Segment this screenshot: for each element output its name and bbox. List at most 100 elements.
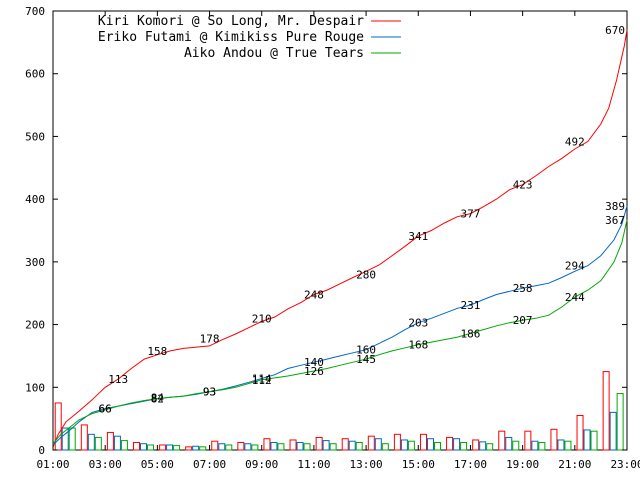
data-label: 93	[203, 386, 216, 399]
hourly-bar-blue	[322, 440, 330, 451]
x-tick-label: 11:00	[297, 458, 330, 471]
hourly-bar-blue	[557, 439, 565, 451]
legend: Kiri Komori @ So Long, Mr. DespairEriko …	[98, 14, 401, 61]
hourly-bars	[54, 371, 624, 451]
series-line-2	[52, 219, 628, 445]
hourly-bar-red	[393, 433, 401, 451]
x-tick-label: 21:00	[558, 458, 591, 471]
data-label: 66	[99, 403, 112, 416]
hourly-bar-blue	[61, 427, 69, 451]
hourly-bar-green	[460, 441, 468, 451]
data-label: 93	[203, 386, 216, 399]
hourly-bar-red	[315, 436, 323, 451]
hourly-bar-red	[446, 436, 454, 451]
hourly-bar-red	[524, 430, 532, 451]
hourly-bar-green	[407, 440, 415, 451]
data-label: 377	[461, 208, 481, 221]
series-line-0	[52, 29, 628, 448]
hourly-bar-green	[173, 445, 181, 451]
hourly-bar-blue	[348, 440, 356, 451]
hourly-bar-blue	[113, 435, 121, 451]
hourly-bar-green	[199, 446, 207, 451]
data-label: 670	[605, 24, 625, 37]
y-tick-label: 400	[25, 193, 45, 206]
legend-label: Eriko Futami @ Kimikiss Pure Rouge	[98, 30, 364, 45]
hourly-bar-green	[512, 440, 520, 451]
data-label: 82	[151, 393, 164, 406]
hourly-bar-red	[472, 439, 480, 451]
plot-frame	[52, 10, 628, 451]
series-line-1	[52, 205, 628, 446]
x-tick-label: 03:00	[89, 458, 122, 471]
y-axis-ticks: 0 100 200 300 400 500 600 700	[25, 5, 627, 457]
data-label: 126	[304, 365, 324, 378]
hourly-bar-blue	[426, 438, 434, 451]
hourly-bar-green	[251, 444, 259, 451]
data-label: 367	[605, 214, 625, 227]
legend-label: Kiri Komori @ So Long, Mr. Despair	[98, 14, 364, 29]
data-label: 203	[408, 317, 428, 330]
hourly-bar-red	[367, 435, 375, 451]
hourly-bar-blue	[244, 443, 252, 451]
data-label: 231	[461, 299, 481, 312]
hourly-bar-blue	[531, 440, 539, 451]
hourly-bar-green	[590, 430, 598, 451]
hourly-bar-blue	[87, 433, 95, 451]
data-label: 113	[108, 373, 128, 386]
y-tick-label: 300	[25, 256, 45, 269]
hourly-bar-green	[303, 443, 311, 451]
data-label: 168	[408, 339, 428, 352]
hourly-bar-red	[106, 431, 114, 451]
data-label: 160	[356, 344, 376, 357]
hourly-bar-red	[237, 441, 245, 451]
data-label: 389	[605, 200, 625, 213]
data-label: 423	[513, 179, 533, 192]
y-tick-label: 600	[25, 68, 45, 81]
hourly-bar-red	[498, 430, 506, 451]
hourly-bar-green	[381, 443, 389, 451]
hourly-bar-red	[341, 438, 349, 451]
hourly-bar-red	[211, 440, 219, 451]
hourly-bar-blue	[166, 444, 174, 451]
series-lines	[52, 29, 628, 448]
data-label: 186	[461, 327, 481, 340]
data-label: 492	[565, 135, 585, 148]
hourly-bar-blue	[296, 441, 304, 451]
x-tick-label: 15:00	[402, 458, 435, 471]
hourly-bar-blue	[479, 441, 487, 451]
hourly-bar-green	[94, 436, 102, 451]
y-tick-label: 200	[25, 319, 45, 332]
hourly-bar-red	[576, 415, 584, 451]
data-label: 84	[151, 391, 165, 404]
hourly-bar-green	[564, 440, 572, 451]
hourly-bar-blue	[374, 438, 382, 451]
data-label: 244	[565, 291, 585, 304]
y-tick-label: 500	[25, 130, 45, 143]
hourly-bar-blue	[270, 441, 278, 451]
hourly-bar-red	[80, 424, 88, 451]
hourly-bar-red	[54, 402, 62, 451]
hourly-bar-red	[263, 438, 271, 451]
data-label: 112	[252, 374, 272, 387]
data-label: 294	[565, 260, 585, 273]
y-tick-label: 0	[38, 444, 45, 457]
y-tick-label: 700	[25, 5, 45, 18]
data-label: 341	[408, 230, 428, 243]
hourly-bar-red	[419, 433, 427, 451]
data-label: 145	[356, 353, 376, 366]
x-tick-label: 01:00	[36, 458, 69, 471]
x-tick-label: 13:00	[350, 458, 383, 471]
data-label: 248	[304, 288, 324, 301]
data-label: 210	[252, 312, 272, 325]
hourly-bar-blue	[192, 445, 200, 451]
data-label: 66	[99, 403, 112, 416]
hourly-bar-blue	[609, 411, 617, 451]
hourly-bar-blue	[583, 429, 591, 451]
hourly-bar-red	[289, 439, 297, 451]
data-labels: 113 158 178 210 248 280 341 377 423 492 670 66 84 93 1…	[99, 24, 625, 416]
hourly-bar-green	[120, 440, 128, 451]
hourly-bar-red	[159, 444, 167, 451]
x-tick-label: 07:00	[193, 458, 226, 471]
x-tick-label: 23:00	[610, 458, 640, 471]
